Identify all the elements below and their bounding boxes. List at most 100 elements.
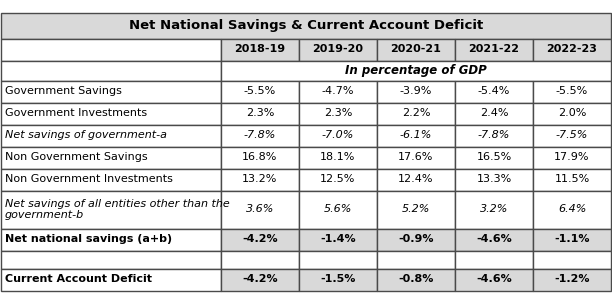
Bar xyxy=(533,125,611,146)
Bar xyxy=(221,251,299,268)
Bar xyxy=(533,268,611,291)
Bar xyxy=(221,61,611,81)
Text: Net savings of government-a: Net savings of government-a xyxy=(5,131,167,141)
Text: 3.2%: 3.2% xyxy=(480,205,508,215)
Bar xyxy=(1,102,221,125)
Bar xyxy=(221,268,299,291)
Bar xyxy=(1,81,221,102)
Text: -1.1%: -1.1% xyxy=(554,235,590,245)
Text: 2.3%: 2.3% xyxy=(246,108,274,118)
Bar xyxy=(377,268,455,291)
Bar xyxy=(455,168,533,191)
Text: Government Investments: Government Investments xyxy=(5,108,147,118)
Bar xyxy=(455,102,533,125)
Text: 12.5%: 12.5% xyxy=(320,175,356,185)
Text: 18.1%: 18.1% xyxy=(320,152,356,162)
Bar xyxy=(377,81,455,102)
Bar xyxy=(221,168,299,191)
Bar xyxy=(221,146,299,168)
Bar xyxy=(377,168,455,191)
Bar xyxy=(299,251,377,268)
Text: Current Account Deficit: Current Account Deficit xyxy=(5,275,152,285)
Text: -1.4%: -1.4% xyxy=(320,235,356,245)
Text: -0.8%: -0.8% xyxy=(398,275,434,285)
Bar xyxy=(221,191,299,228)
Bar xyxy=(1,125,221,146)
Bar xyxy=(455,125,533,146)
Text: -5.4%: -5.4% xyxy=(478,86,510,96)
Text: -1.2%: -1.2% xyxy=(554,275,590,285)
Text: 2.2%: 2.2% xyxy=(401,108,430,118)
Bar xyxy=(377,125,455,146)
Bar xyxy=(533,81,611,102)
Text: -1.5%: -1.5% xyxy=(320,275,356,285)
Bar xyxy=(533,251,611,268)
Text: 2019-20: 2019-20 xyxy=(313,45,364,55)
Bar xyxy=(221,102,299,125)
Bar xyxy=(455,146,533,168)
Bar xyxy=(377,191,455,228)
Text: 2018-19: 2018-19 xyxy=(234,45,286,55)
Text: -5.5%: -5.5% xyxy=(244,86,276,96)
Text: 2021-22: 2021-22 xyxy=(469,45,520,55)
Text: -3.9%: -3.9% xyxy=(400,86,432,96)
Text: 11.5%: 11.5% xyxy=(554,175,589,185)
Text: 16.8%: 16.8% xyxy=(242,152,278,162)
Text: -7.5%: -7.5% xyxy=(556,131,588,141)
Text: Net national savings (a+b): Net national savings (a+b) xyxy=(5,235,172,245)
Bar xyxy=(1,168,221,191)
Bar xyxy=(1,146,221,168)
Text: 5.2%: 5.2% xyxy=(402,205,430,215)
Text: In percentage of GDP: In percentage of GDP xyxy=(345,64,487,77)
Bar xyxy=(1,61,221,81)
Text: 13.2%: 13.2% xyxy=(242,175,278,185)
Text: 3.6%: 3.6% xyxy=(246,205,274,215)
Bar xyxy=(299,268,377,291)
Bar xyxy=(299,125,377,146)
Text: 12.4%: 12.4% xyxy=(398,175,434,185)
Text: Net National Savings & Current Account Deficit: Net National Savings & Current Account D… xyxy=(129,19,483,32)
Text: -5.5%: -5.5% xyxy=(556,86,588,96)
Bar xyxy=(455,268,533,291)
Bar xyxy=(377,228,455,251)
Bar xyxy=(299,81,377,102)
Bar xyxy=(221,228,299,251)
Bar xyxy=(533,38,611,61)
Text: -4.2%: -4.2% xyxy=(242,235,278,245)
Bar xyxy=(299,146,377,168)
Bar xyxy=(533,146,611,168)
Text: Net savings of all entities other than the
government-b: Net savings of all entities other than t… xyxy=(5,199,229,220)
Bar xyxy=(1,38,221,61)
Bar xyxy=(1,12,611,38)
Text: -4.6%: -4.6% xyxy=(476,235,512,245)
Text: 2020-21: 2020-21 xyxy=(390,45,441,55)
Bar xyxy=(377,102,455,125)
Text: -6.1%: -6.1% xyxy=(400,131,432,141)
Bar xyxy=(377,251,455,268)
Text: -7.0%: -7.0% xyxy=(322,131,354,141)
Bar xyxy=(533,228,611,251)
Text: Non Government Savings: Non Government Savings xyxy=(5,152,147,162)
Bar xyxy=(533,168,611,191)
Text: 2022-23: 2022-23 xyxy=(547,45,597,55)
Text: 5.6%: 5.6% xyxy=(324,205,352,215)
Bar xyxy=(1,268,221,291)
Bar xyxy=(299,191,377,228)
Text: Government Savings: Government Savings xyxy=(5,86,122,96)
Bar xyxy=(455,191,533,228)
Bar xyxy=(377,146,455,168)
Text: -4.6%: -4.6% xyxy=(476,275,512,285)
Bar xyxy=(299,102,377,125)
Bar xyxy=(377,38,455,61)
Text: 2.0%: 2.0% xyxy=(558,108,586,118)
Bar xyxy=(455,228,533,251)
Bar xyxy=(221,38,299,61)
Text: 17.6%: 17.6% xyxy=(398,152,434,162)
Bar xyxy=(299,168,377,191)
Bar xyxy=(533,102,611,125)
Bar xyxy=(455,38,533,61)
Text: 2.3%: 2.3% xyxy=(324,108,352,118)
Text: 6.4%: 6.4% xyxy=(558,205,586,215)
Text: 16.5%: 16.5% xyxy=(476,152,512,162)
Text: -4.7%: -4.7% xyxy=(322,86,354,96)
